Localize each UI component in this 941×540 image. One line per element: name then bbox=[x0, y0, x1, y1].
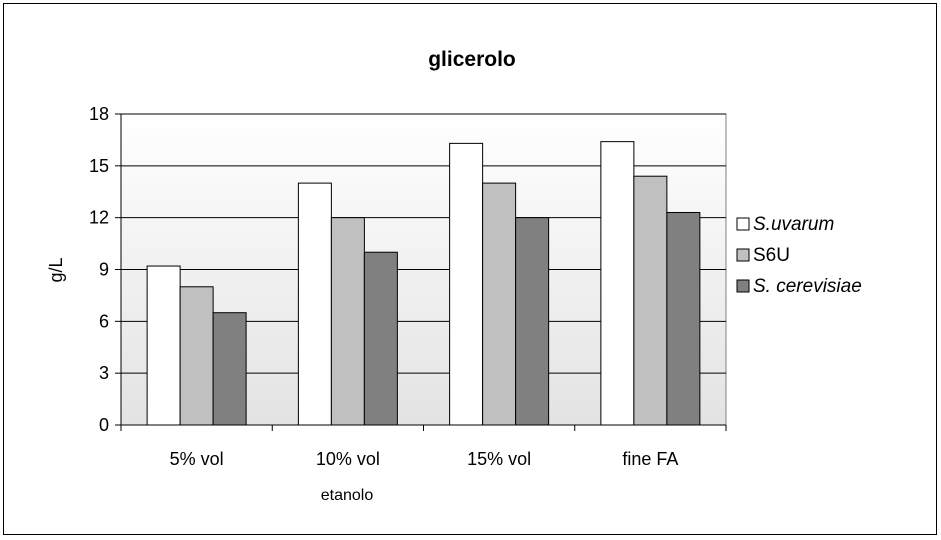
legend-swatch bbox=[736, 248, 750, 262]
y-tick-label: 9 bbox=[99, 260, 109, 280]
x-tick-label: 15% vol bbox=[467, 449, 531, 469]
y-tick-label: 3 bbox=[99, 363, 109, 383]
x-tick-label: 5% vol bbox=[170, 449, 224, 469]
bar-s6u bbox=[633, 175, 668, 426]
bar-s6u bbox=[330, 217, 365, 426]
chart-title: glicerolo bbox=[428, 48, 516, 71]
bar-s-uvarum bbox=[449, 142, 484, 426]
legend-label: S. cerevisiae bbox=[753, 276, 862, 297]
plot-area: 0 3 6 9 12 15 18 5% vol 10% vol 15% vol fine FA bbox=[89, 104, 727, 469]
bar-s-cerevisiae bbox=[363, 251, 398, 426]
y-tick-label: 0 bbox=[99, 415, 109, 435]
bar-s-cerevisiae bbox=[666, 211, 701, 426]
x-tick-label: fine FA bbox=[622, 449, 678, 469]
y-tick-label: 12 bbox=[89, 208, 109, 228]
x-tick-label: 10% vol bbox=[316, 449, 380, 469]
y-tick-label: 15 bbox=[89, 156, 109, 176]
legend-label: S6U bbox=[753, 245, 790, 266]
legend: S.uvarum S6U S. cerevisiae bbox=[736, 214, 862, 297]
bar-s-uvarum bbox=[146, 265, 181, 426]
bar-s-uvarum bbox=[297, 182, 332, 426]
bar-s-cerevisiae bbox=[212, 312, 247, 426]
y-tick-label: 6 bbox=[99, 311, 109, 331]
bar-s-uvarum bbox=[600, 141, 635, 426]
bar-s6u bbox=[482, 182, 517, 426]
x-axis-label: etanolo bbox=[321, 487, 374, 504]
legend-swatch bbox=[736, 279, 750, 293]
y-tick-label: 18 bbox=[89, 104, 109, 124]
bar-s-cerevisiae bbox=[515, 217, 550, 426]
bar-s6u bbox=[179, 286, 214, 426]
y-axis-label: g/L bbox=[46, 257, 66, 282]
legend-label: S.uvarum bbox=[753, 214, 834, 235]
legend-swatch bbox=[736, 217, 750, 231]
